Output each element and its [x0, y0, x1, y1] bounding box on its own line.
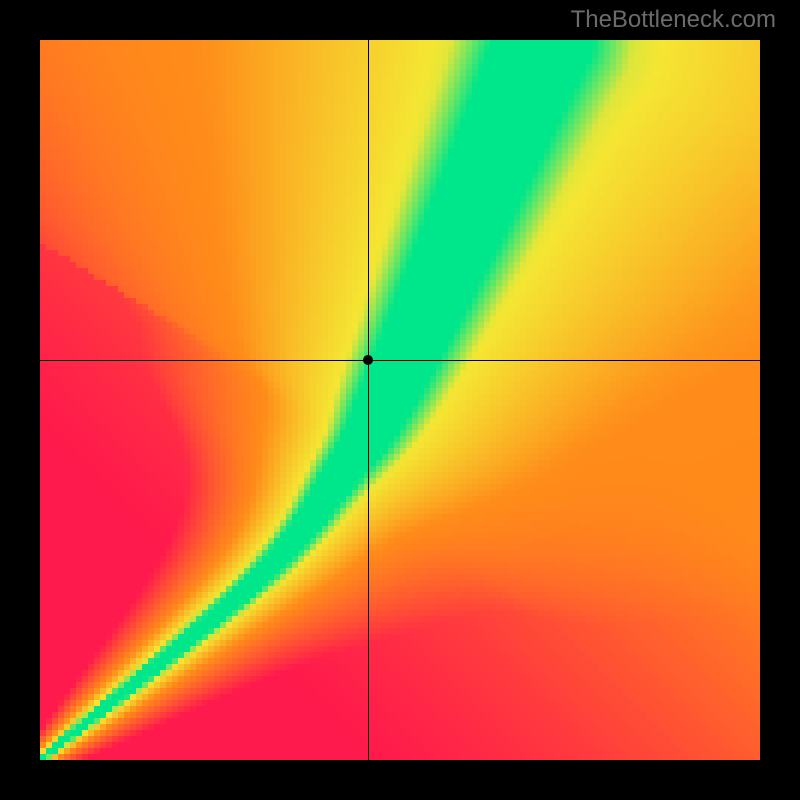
watermark-text: TheBottleneck.com: [571, 6, 776, 34]
chart-container: TheBottleneck.com: [0, 0, 800, 800]
crosshair-vertical: [368, 40, 369, 760]
crosshair-dot: [363, 355, 373, 365]
heatmap-canvas: [40, 40, 760, 760]
heatmap-plot: [40, 40, 760, 760]
crosshair-horizontal: [40, 360, 760, 361]
